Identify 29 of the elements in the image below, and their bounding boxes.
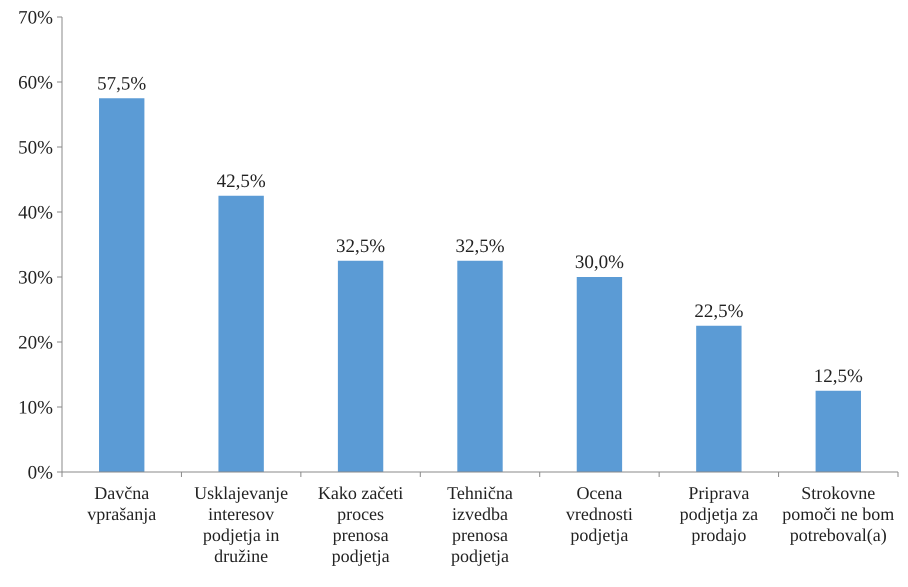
x-tick-label: Priprava podjetja za prodajo bbox=[680, 483, 758, 545]
bar bbox=[218, 196, 264, 472]
x-tick-label: Kako začeti proces prenosa podjetja bbox=[318, 483, 404, 566]
bar bbox=[816, 390, 861, 472]
x-tick-label: Usklajevanje interesov podjetja in družine bbox=[194, 483, 288, 566]
data-label: 32,5% bbox=[455, 236, 505, 257]
bar bbox=[99, 98, 144, 472]
y-tick-label: 20% bbox=[18, 332, 54, 354]
data-label: 57,5% bbox=[97, 73, 146, 94]
data-label: 12,5% bbox=[814, 366, 863, 387]
y-tick-label: 10% bbox=[18, 398, 54, 419]
x-tick-label: Ocena vrednosti podjetja bbox=[566, 483, 633, 545]
data-label: 30,0% bbox=[574, 252, 624, 273]
data-label: 42,5% bbox=[216, 170, 266, 192]
y-tick-label: 50% bbox=[18, 138, 54, 159]
y-tick-label: 0% bbox=[28, 462, 54, 484]
bar bbox=[338, 260, 384, 472]
y-tick-label: 70% bbox=[18, 8, 54, 29]
bar bbox=[576, 277, 622, 472]
x-tick-label: Tehnična izvedba prenosa podjetja bbox=[447, 483, 513, 566]
data-label: 32,5% bbox=[336, 236, 386, 257]
y-tick-label: 30% bbox=[18, 268, 54, 289]
data-label: 22,5% bbox=[694, 300, 744, 322]
bar bbox=[457, 260, 503, 472]
bar bbox=[696, 326, 742, 472]
y-tick-label: 60% bbox=[18, 72, 54, 94]
x-tick-label: Davčna vprašanja bbox=[87, 483, 156, 524]
x-tick-label: Strokovne pomoči ne bom potreboval(a) bbox=[782, 483, 894, 545]
y-tick-label: 40% bbox=[18, 202, 54, 224]
